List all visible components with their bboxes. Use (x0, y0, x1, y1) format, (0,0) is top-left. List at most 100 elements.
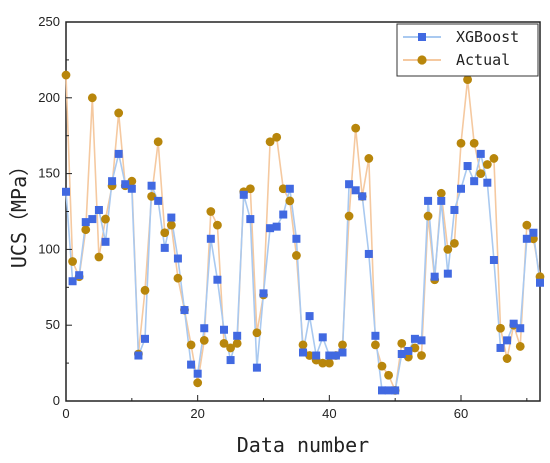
y-tick-label: 50 (46, 317, 60, 332)
point-xgboost (463, 162, 472, 171)
legend-marker-xgboost (418, 33, 426, 41)
point-actual (101, 214, 110, 224)
point-xgboost (417, 336, 426, 345)
point-xgboost (173, 254, 182, 263)
point-xgboost (483, 178, 492, 187)
point-xgboost (529, 228, 538, 237)
point-actual (489, 154, 499, 163)
point-actual (173, 273, 183, 283)
point-actual (87, 93, 97, 103)
point-xgboost (364, 249, 373, 258)
point-actual (423, 211, 433, 221)
point-actual (298, 340, 308, 350)
point-xgboost (141, 334, 149, 343)
point-xgboost (193, 369, 202, 378)
point-actual (469, 138, 479, 148)
point-xgboost (226, 356, 235, 365)
point-xgboost (200, 324, 209, 333)
point-xgboost (187, 360, 196, 369)
point-xgboost (351, 186, 360, 195)
point-actual (206, 207, 216, 216)
point-xgboost (81, 218, 90, 227)
y-tick-label: 150 (38, 166, 60, 181)
legend-label-xgboost: XGBoost (456, 28, 519, 46)
point-xgboost (338, 348, 347, 357)
point-actual (351, 123, 361, 133)
point-actual (81, 225, 91, 235)
point-actual (515, 342, 525, 351)
point-xgboost (378, 386, 386, 395)
point-actual (450, 238, 459, 248)
point-xgboost (108, 177, 117, 186)
point-actual (377, 361, 387, 371)
point-actual (127, 176, 137, 186)
x-tick-label: 0 (62, 406, 69, 421)
point-actual (272, 132, 282, 142)
point-xgboost (509, 319, 518, 328)
point-xgboost (213, 275, 222, 284)
point-actual (384, 370, 393, 380)
point-actual (463, 75, 472, 85)
point-xgboost (371, 331, 380, 340)
point-xgboost (127, 184, 136, 193)
point-actual (305, 351, 314, 360)
point-xgboost (292, 234, 301, 243)
y-tick-label: 100 (38, 241, 60, 256)
point-actual (410, 343, 420, 353)
x-tick-label: 60 (454, 406, 468, 421)
point-xgboost (180, 306, 189, 315)
point-xgboost (345, 180, 354, 189)
point-xgboost (147, 181, 156, 190)
point-xgboost (384, 386, 393, 395)
legend: XGBoost Actual (396, 23, 539, 77)
point-actual (397, 338, 407, 348)
point-xgboost (266, 224, 275, 233)
point-xgboost (75, 271, 84, 280)
point-xgboost (397, 350, 406, 358)
point-xgboost (114, 149, 123, 158)
point-xgboost (430, 272, 439, 281)
point-xgboost (239, 190, 248, 199)
point-actual (482, 160, 492, 169)
point-xgboost (305, 312, 314, 321)
point-xgboost (279, 210, 288, 219)
point-actual (94, 252, 104, 262)
point-actual (364, 154, 374, 163)
legend-marker-actual (417, 55, 427, 65)
point-xgboost (450, 205, 459, 214)
point-actual (522, 220, 532, 230)
point-actual (245, 184, 255, 194)
legend-box (396, 23, 539, 77)
point-xgboost (476, 149, 485, 158)
point-actual (61, 70, 71, 80)
point-xgboost (154, 196, 163, 205)
point-xgboost (437, 196, 446, 205)
legend-label-actual: Actual (456, 51, 510, 69)
y-tick-label: 200 (38, 90, 60, 105)
point-xgboost (101, 237, 110, 246)
point-xgboost (318, 333, 327, 342)
point-xgboost (259, 289, 268, 298)
point-actual (153, 137, 163, 147)
point-actual (213, 220, 222, 230)
point-actual (456, 138, 466, 148)
point-xgboost (252, 363, 261, 372)
point-xgboost (312, 351, 321, 360)
point-actual (114, 108, 124, 118)
x-tick-label: 20 (190, 406, 204, 421)
point-xgboost (134, 351, 143, 360)
point-xgboost (457, 184, 465, 193)
point-xgboost (246, 215, 255, 224)
point-actual (140, 285, 150, 295)
point-actual (186, 340, 196, 350)
point-xgboost (404, 346, 413, 355)
point-xgboost (496, 343, 505, 352)
point-actual (318, 358, 328, 368)
point-xgboost (167, 213, 176, 222)
y-axis-title: UCS（MPa） (7, 156, 31, 268)
point-actual (285, 196, 295, 206)
point-xgboost (424, 196, 433, 205)
series-layer (61, 70, 545, 395)
axes-layer: 0 50 100 150 200 250 0 20 40 60 (38, 14, 528, 421)
